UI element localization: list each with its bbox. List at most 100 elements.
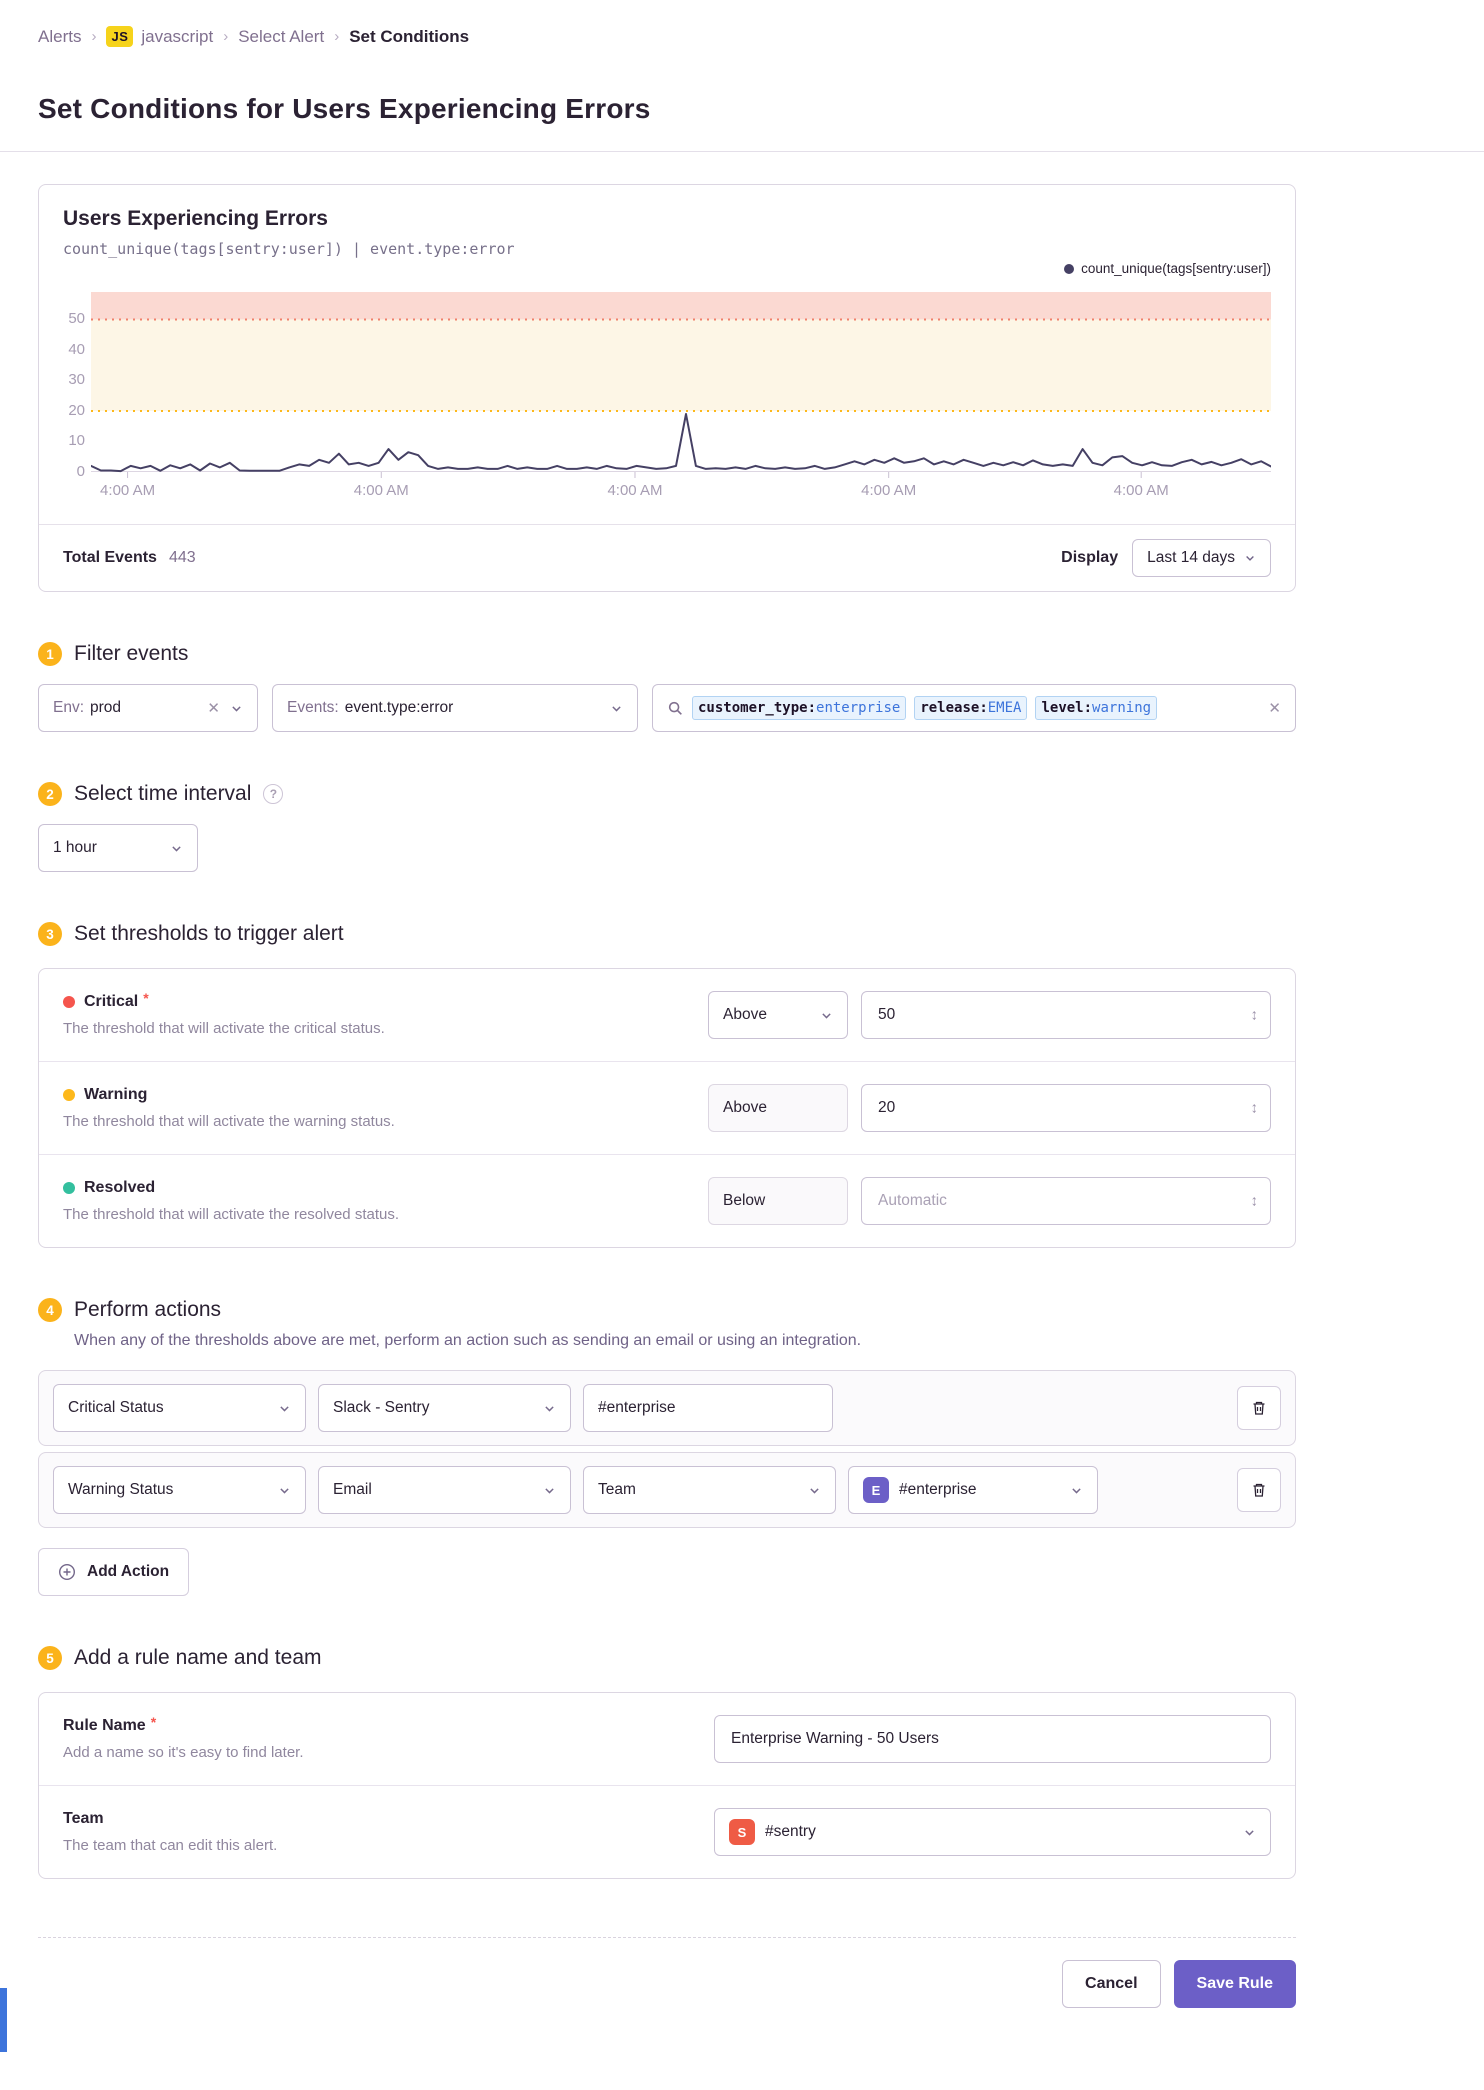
action-service-select[interactable]: Slack - Sentry	[318, 1384, 571, 1432]
resolved-comparison-static: Below	[708, 1177, 848, 1225]
time-interval-value: 1 hour	[53, 839, 97, 856]
resolved-comparison-value: Below	[723, 1192, 766, 1209]
action-service-select[interactable]: Email	[318, 1466, 571, 1514]
chevron-down-icon	[172, 845, 181, 852]
owner-team-select[interactable]: S #sentry	[714, 1808, 1271, 1856]
breadcrumb-select-alert[interactable]: Select Alert	[238, 26, 325, 46]
step-5-badge: 5	[38, 1646, 62, 1670]
rule-name-input[interactable]	[714, 1715, 1271, 1763]
chevron-down-icon	[280, 1487, 289, 1494]
action-service-value: Slack - Sentry	[333, 1399, 430, 1416]
team-row: Team The team that can edit this alert. …	[39, 1786, 1295, 1878]
y-axis-label: 20	[68, 401, 85, 419]
y-axis-label: 50	[68, 310, 85, 328]
action-team-select[interactable]: E #enterprise	[848, 1466, 1098, 1514]
number-stepper-icon[interactable]: ↕	[1250, 1192, 1259, 1210]
chevron-down-icon	[1246, 556, 1254, 561]
events-label: Events:	[287, 699, 339, 716]
token-value: EMEA	[987, 700, 1022, 716]
page-title: Set Conditions for Users Experiencing Er…	[38, 93, 651, 124]
resolved-threshold-row: Resolved The threshold that will activat…	[39, 1155, 1295, 1247]
environment-select[interactable]: Env: prod ✕	[38, 684, 258, 732]
y-axis-label: 10	[68, 432, 85, 450]
resolved-dot-icon	[63, 1182, 75, 1194]
section-time-interval: 2 Select time interval ?	[38, 782, 1296, 806]
action-trigger-select[interactable]: Warning Status	[53, 1466, 306, 1514]
action-target-type-value: Team	[598, 1481, 636, 1498]
total-events-label: Total Events	[63, 549, 157, 566]
action-channel-input[interactable]	[583, 1384, 833, 1432]
action-target-type-select[interactable]: Team	[583, 1466, 836, 1514]
y-axis-label: 40	[68, 340, 85, 358]
critical-threshold-input[interactable]	[861, 991, 1271, 1039]
resolved-description: The threshold that will activate the res…	[63, 1206, 400, 1223]
chevron-right-icon: ›	[334, 28, 340, 45]
section-rule-name: 5 Add a rule name and team	[38, 1646, 1296, 1670]
warning-threshold-input[interactable]	[861, 1084, 1271, 1132]
filter-token[interactable]: level:warning	[1035, 696, 1158, 720]
critical-comparison-select[interactable]: Above	[708, 991, 848, 1039]
critical-dot-icon	[63, 996, 75, 1008]
rule-name-title: Add a rule name and team	[74, 1646, 322, 1669]
resolved-label: Resolved	[84, 1179, 156, 1196]
display-label: Display	[1061, 549, 1119, 566]
section-perform-actions: 4 Perform actions	[38, 1298, 1296, 1322]
resolved-threshold-input[interactable]	[861, 1177, 1271, 1225]
thresholds-title: Set thresholds to trigger alert	[74, 922, 344, 945]
section-filter-events: 1 Filter events	[38, 642, 1296, 666]
chevron-down-icon	[545, 1405, 554, 1412]
filter-token[interactable]: release:EMEA	[914, 696, 1028, 720]
sentry-team-avatar: S	[729, 1819, 755, 1845]
action-trigger-value: Critical Status	[68, 1399, 164, 1416]
chart-card: Users Experiencing Errors count_unique(t…	[38, 184, 1296, 592]
add-action-button[interactable]: Add Action	[38, 1548, 190, 1596]
rule-name-row: Rule Name * Add a name so it's easy to f…	[39, 1693, 1295, 1786]
required-asterisk: *	[150, 1714, 157, 1730]
legend-label: count_unique(tags[sentry:user])	[1081, 261, 1271, 276]
warning-description: The threshold that will activate the war…	[63, 1113, 395, 1130]
clear-env-icon[interactable]: ✕	[207, 700, 220, 717]
number-stepper-icon[interactable]: ↕	[1250, 1099, 1259, 1117]
trash-icon	[1253, 1401, 1265, 1415]
clear-search-icon[interactable]: ✕	[1268, 700, 1281, 717]
display-range-select[interactable]: Last 14 days	[1132, 539, 1271, 577]
breadcrumb-set-conditions: Set Conditions	[349, 26, 470, 46]
enterprise-team-avatar: E	[863, 1477, 889, 1503]
breadcrumb-alerts[interactable]: Alerts	[38, 26, 82, 46]
x-axis-label: 4:00 AM	[1113, 482, 1169, 499]
total-events-value: 443	[168, 549, 196, 566]
search-icon	[668, 701, 682, 715]
env-label: Env:	[53, 699, 85, 716]
chevron-down-icon	[822, 1012, 831, 1019]
perform-actions-description: When any of the thresholds above are met…	[74, 1332, 862, 1349]
x-axis: 4:00 AM 4:00 AM 4:00 AM 4:00 AM 4:00 AM	[91, 482, 1271, 506]
events-value: event.type:error	[344, 699, 454, 716]
delete-action-button[interactable]	[1237, 1386, 1281, 1430]
trash-icon	[1253, 1483, 1265, 1497]
x-axis-label: 4:00 AM	[607, 482, 663, 499]
chevron-down-icon	[1072, 1487, 1081, 1494]
cancel-button[interactable]: Cancel	[1062, 1960, 1161, 2008]
search-filter-input[interactable]: customer_type:enterprise release:EMEA le…	[652, 684, 1296, 732]
critical-comparison-value: Above	[723, 1006, 767, 1023]
delete-action-button[interactable]	[1237, 1468, 1281, 1512]
save-rule-button[interactable]: Save Rule	[1173, 1960, 1296, 2008]
thresholds-card: Critical * The threshold that will activ…	[38, 968, 1296, 1248]
action-trigger-select[interactable]: Critical Status	[53, 1384, 306, 1432]
chevron-down-icon	[280, 1405, 289, 1412]
time-interval-select[interactable]: 1 hour	[38, 824, 198, 872]
event-types-select[interactable]: Events: event.type:error	[272, 684, 638, 732]
help-icon[interactable]: ?	[263, 784, 284, 804]
plus-circle-icon	[58, 1563, 76, 1581]
perform-actions-title: Perform actions	[74, 1298, 222, 1321]
token-key: release:	[920, 700, 988, 716]
number-stepper-icon[interactable]: ↕	[1250, 1006, 1259, 1024]
filter-token[interactable]: customer_type:enterprise	[692, 696, 907, 720]
action-team-value: #enterprise	[899, 1481, 977, 1498]
breadcrumb-project[interactable]: JS javascript	[106, 26, 213, 47]
breadcrumb: Alerts › JS javascript › Select Alert › …	[38, 0, 1296, 47]
step-2-badge: 2	[38, 782, 62, 806]
legend-dot-icon	[1064, 263, 1075, 274]
chevron-right-icon: ›	[91, 28, 97, 45]
form-footer: Cancel Save Rule	[38, 1937, 1296, 2008]
